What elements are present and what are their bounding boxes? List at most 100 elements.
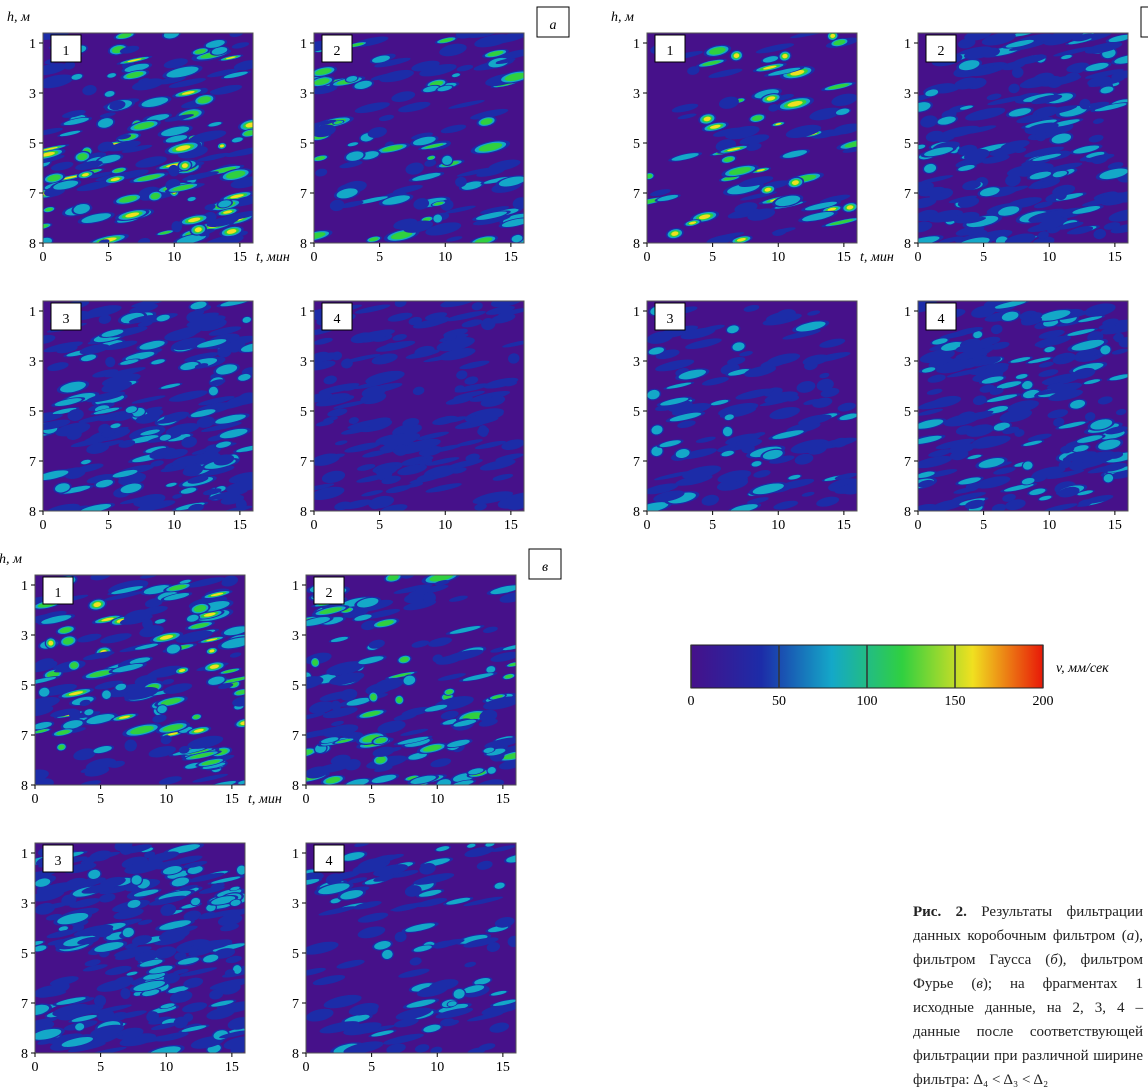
panel-label: 2 xyxy=(334,44,341,59)
y-tick-label: 5 xyxy=(300,137,307,152)
panel-label: 2 xyxy=(938,44,945,59)
x-tick-label: 0 xyxy=(644,250,651,265)
x-tick-label: 5 xyxy=(980,250,987,265)
colorbar-tick-label: 150 xyxy=(945,694,966,709)
y-tick-label: 8 xyxy=(904,505,911,520)
group-label: в xyxy=(542,560,548,575)
x-tick-label: 0 xyxy=(32,1060,39,1075)
x-tick-label: 0 xyxy=(644,518,651,533)
y-tick-label: 7 xyxy=(21,729,28,744)
y-tick-label: 8 xyxy=(292,779,299,794)
y-tick-label: 7 xyxy=(29,187,36,202)
x-tick-label: 10 xyxy=(430,1060,444,1075)
x-tick-label: 10 xyxy=(430,792,444,807)
x-tick-label: 15 xyxy=(837,250,851,265)
colorbar-label: v, мм/сек xyxy=(1056,661,1109,676)
x-tick-label: 15 xyxy=(233,250,247,265)
x-tick-label: 15 xyxy=(496,1060,510,1075)
y-tick-label: 3 xyxy=(904,355,911,370)
y-tick-label: 5 xyxy=(292,947,299,962)
x-axis-label: t, мин xyxy=(256,250,290,265)
x-tick-label: 10 xyxy=(159,792,173,807)
x-tick-label: 0 xyxy=(40,518,47,533)
x-tick-label: 15 xyxy=(225,1060,239,1075)
y-tick-label: 1 xyxy=(29,305,36,320)
y-tick-label: 8 xyxy=(300,505,307,520)
caption-text: ); на фрагментах 1 исходные данные, на 2… xyxy=(913,976,1143,1088)
y-tick-label: 3 xyxy=(21,897,28,912)
x-tick-label: 0 xyxy=(303,1060,310,1075)
x-tick-label: 5 xyxy=(368,792,375,807)
y-tick-label: 5 xyxy=(633,405,640,420)
y-tick-label: 5 xyxy=(300,405,307,420)
x-tick-label: 15 xyxy=(1108,518,1122,533)
y-tick-label: 8 xyxy=(633,505,640,520)
x-tick-label: 15 xyxy=(837,518,851,533)
x-tick-label: 10 xyxy=(167,518,181,533)
y-tick-label: 3 xyxy=(29,87,36,102)
heatmap xyxy=(292,840,527,1058)
panel-label: 1 xyxy=(55,586,62,601)
x-tick-label: 15 xyxy=(225,792,239,807)
x-tick-label: 10 xyxy=(1042,518,1056,533)
x-tick-label: 10 xyxy=(438,518,452,533)
y-tick-label: 5 xyxy=(21,679,28,694)
x-axis-label: t, мин xyxy=(248,792,282,807)
y-tick-label: 8 xyxy=(904,237,911,252)
y-axis-label: h, м xyxy=(0,552,22,567)
y-tick-label: 1 xyxy=(633,37,640,52)
y-tick-label: 3 xyxy=(904,87,911,102)
y-axis-label: h, м xyxy=(7,10,30,25)
y-tick-label: 7 xyxy=(292,729,299,744)
caption-label: Рис. 2. xyxy=(913,904,967,920)
panel-label: 1 xyxy=(667,44,674,59)
y-tick-label: 5 xyxy=(21,947,28,962)
x-tick-label: 5 xyxy=(368,1060,375,1075)
x-tick-label: 5 xyxy=(709,518,716,533)
x-tick-label: 15 xyxy=(496,792,510,807)
y-tick-label: 1 xyxy=(292,579,299,594)
y-tick-label: 3 xyxy=(292,897,299,912)
y-tick-label: 7 xyxy=(904,187,911,202)
group-label-box xyxy=(1141,7,1148,37)
x-tick-label: 0 xyxy=(915,250,922,265)
y-tick-label: 3 xyxy=(292,629,299,644)
y-tick-label: 3 xyxy=(21,629,28,644)
y-tick-label: 7 xyxy=(633,455,640,470)
x-tick-label: 0 xyxy=(311,250,318,265)
y-tick-label: 8 xyxy=(292,1047,299,1062)
x-tick-label: 10 xyxy=(159,1060,173,1075)
group-label: а xyxy=(550,18,557,33)
y-tick-label: 3 xyxy=(300,355,307,370)
x-tick-label: 15 xyxy=(504,518,518,533)
heatmap xyxy=(633,301,872,516)
y-tick-label: 5 xyxy=(904,137,911,152)
y-tick-label: 3 xyxy=(29,355,36,370)
panel-label: 2 xyxy=(326,586,333,601)
x-tick-label: 0 xyxy=(32,792,39,807)
y-tick-label: 5 xyxy=(29,137,36,152)
x-tick-label: 5 xyxy=(376,250,383,265)
y-tick-label: 1 xyxy=(300,305,307,320)
y-tick-label: 7 xyxy=(29,455,36,470)
y-tick-label: 5 xyxy=(904,405,911,420)
y-tick-label: 1 xyxy=(292,847,299,862)
y-tick-label: 5 xyxy=(633,137,640,152)
x-tick-label: 0 xyxy=(311,518,318,533)
y-tick-label: 3 xyxy=(633,87,640,102)
x-tick-label: 5 xyxy=(980,518,987,533)
y-tick-label: 8 xyxy=(633,237,640,252)
x-tick-label: 5 xyxy=(376,518,383,533)
y-tick-label: 7 xyxy=(300,187,307,202)
x-tick-label: 10 xyxy=(1042,250,1056,265)
colorbar-tick-label: 200 xyxy=(1033,694,1054,709)
x-tick-label: 0 xyxy=(915,518,922,533)
x-tick-label: 0 xyxy=(303,792,310,807)
x-axis-label: t, мин xyxy=(860,250,894,265)
y-tick-label: 7 xyxy=(21,997,28,1012)
y-tick-label: 1 xyxy=(904,37,911,52)
caption-text: б xyxy=(1050,952,1058,968)
y-tick-label: 7 xyxy=(904,455,911,470)
x-tick-label: 5 xyxy=(709,250,716,265)
x-tick-label: 5 xyxy=(97,1060,104,1075)
